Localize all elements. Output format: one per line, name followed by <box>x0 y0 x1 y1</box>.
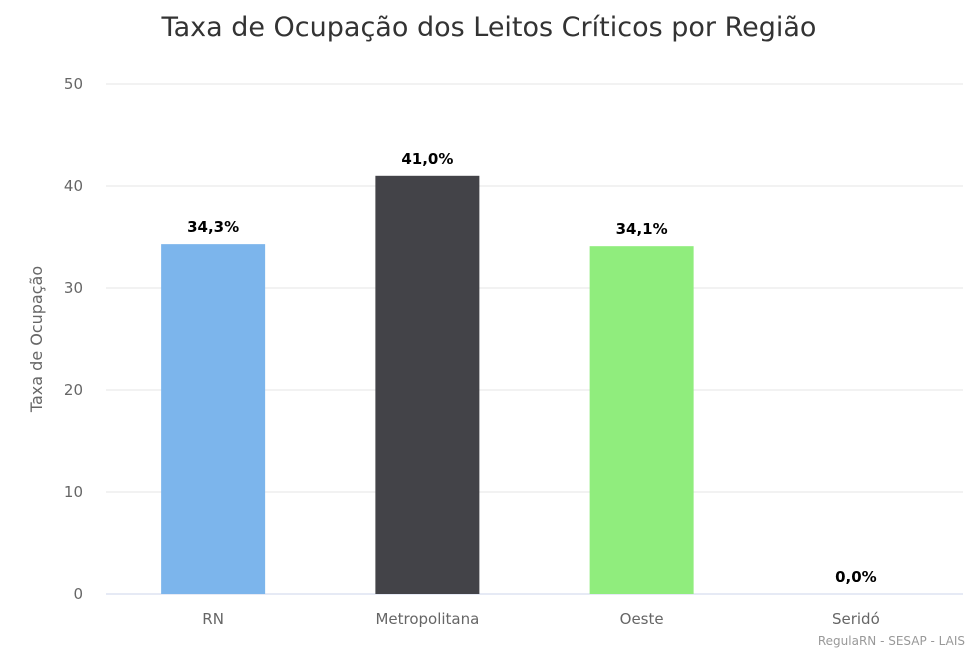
x-tick-label: Oeste <box>620 610 664 628</box>
x-tick-label: RN <box>202 610 224 628</box>
y-tick-label: 20 <box>64 381 83 399</box>
credits[interactable]: RegulaRN - SESAP - LAIS <box>818 634 965 648</box>
y-axis-label: Taxa de Ocupação <box>27 266 46 413</box>
y-tick-label: 30 <box>64 279 83 297</box>
bar-metropolitana[interactable] <box>375 175 480 595</box>
data-label: 0,0% <box>835 568 877 586</box>
y-tick-label: 40 <box>64 177 83 195</box>
y-tick-label: 0 <box>73 585 83 603</box>
chart-title: Taxa de Ocupação dos Leitos Críticos por… <box>161 12 817 43</box>
bar-rn[interactable] <box>161 244 266 594</box>
x-tick-label: Metropolitana <box>375 610 479 628</box>
x-tick-label: Seridó <box>832 610 880 628</box>
y-tick-label: 50 <box>64 75 83 93</box>
data-label: 34,3% <box>187 218 239 236</box>
y-tick-label: 10 <box>64 483 83 501</box>
bar-oeste[interactable] <box>589 246 694 594</box>
data-label: 41,0% <box>401 150 453 168</box>
data-label: 34,1% <box>616 220 668 238</box>
